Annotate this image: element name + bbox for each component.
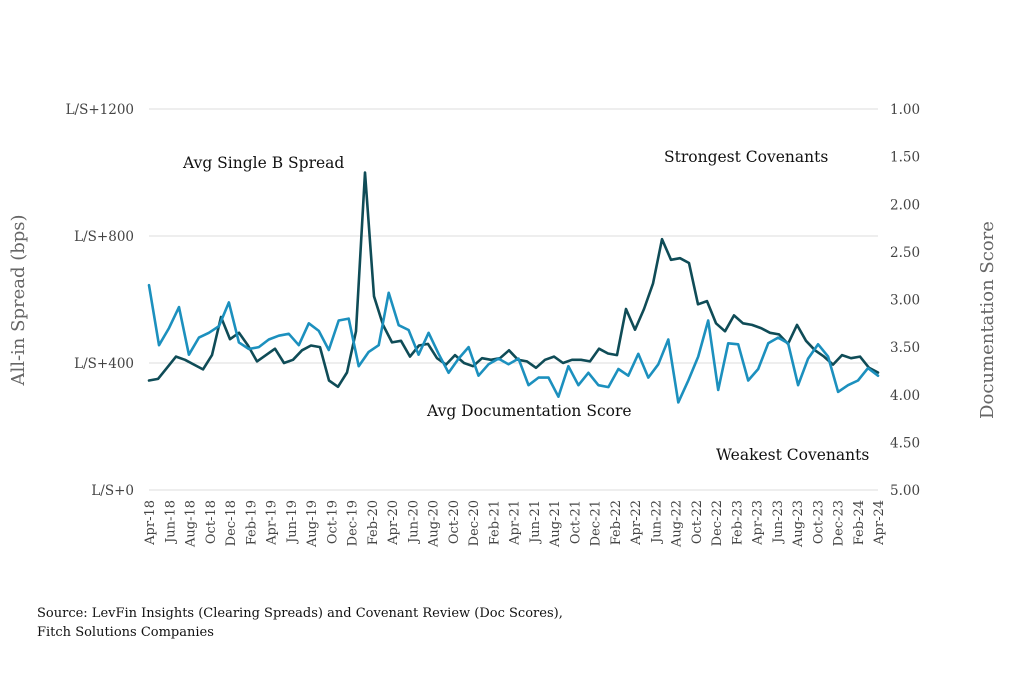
right-tick-label: 3.00 xyxy=(890,293,920,309)
gridlines xyxy=(149,108,878,491)
series-line-single-b-spread xyxy=(147,171,880,389)
right-tick-label: 2.50 xyxy=(890,245,920,261)
x-tick-label: Feb-23 xyxy=(730,500,745,545)
left-tick-label: L/S+0 xyxy=(91,483,134,499)
x-tick-label: Apr-18 xyxy=(143,500,158,546)
annotation-avg-single-b-spread: Avg Single B Spread xyxy=(182,154,344,172)
x-tick-label: Oct-20 xyxy=(447,500,462,544)
left-tick-label: L/S+1200 xyxy=(66,102,134,118)
x-tick-label: Dec-19 xyxy=(346,500,361,546)
right-tick-label: 2.00 xyxy=(890,197,920,213)
left-axis-ticks: L/S+0 L/S+400 L/S+800 L/S+1200 xyxy=(66,102,134,499)
x-tick-label: Jun-19 xyxy=(285,500,300,545)
x-tick-label: Apr-23 xyxy=(751,500,766,546)
x-tick-label: Dec-21 xyxy=(589,500,604,546)
annotation-avg-documentation-score: Avg Documentation Score xyxy=(426,402,632,420)
x-tick-label: Aug-20 xyxy=(427,500,442,548)
x-tick-label: Aug-19 xyxy=(305,500,320,548)
x-tick-label: Apr-22 xyxy=(629,500,644,546)
x-tick-label: Feb-19 xyxy=(244,500,259,545)
right-tick-label: 5.00 xyxy=(890,483,920,499)
series-line-documentation-score xyxy=(147,283,880,404)
x-tick-label: Apr-24 xyxy=(872,500,887,546)
x-tick-label: Jun-23 xyxy=(771,500,786,545)
x-tick-label: Oct-19 xyxy=(325,500,340,544)
x-tick-label: Jun-20 xyxy=(406,500,421,545)
x-tick-label: Aug-18 xyxy=(184,500,199,548)
right-tick-label: 4.00 xyxy=(890,388,920,404)
x-tick-label: Jun-22 xyxy=(649,500,664,545)
source-note: Source: LevFin Insights (Clearing Spread… xyxy=(37,604,597,642)
source-line-1: Source: LevFin Insights (Clearing Spread… xyxy=(37,606,563,621)
x-tick-label: Jun-21 xyxy=(528,500,543,545)
left-tick-label: L/S+400 xyxy=(74,356,134,372)
x-tick-label: Feb-20 xyxy=(366,500,381,545)
x-tick-label: Feb-24 xyxy=(852,500,867,545)
x-tick-label: Jun-18 xyxy=(163,500,178,545)
right-tick-label: 4.50 xyxy=(890,435,920,451)
x-tick-label: Dec-18 xyxy=(224,500,239,546)
right-tick-label: 3.50 xyxy=(890,340,920,356)
x-tick-label: Feb-21 xyxy=(487,500,502,545)
x-tick-label: Apr-19 xyxy=(265,500,280,546)
x-tick-label: Oct-22 xyxy=(690,500,705,544)
x-tick-label: Aug-22 xyxy=(670,500,685,548)
right-axis-title: Documentation Score xyxy=(977,221,998,419)
left-axis-title: All-in Spread (bps) xyxy=(8,214,29,386)
x-tick-label: Dec-20 xyxy=(467,500,482,546)
right-axis-ticks: 1.00 1.50 2.00 2.50 3.00 3.50 4.00 4.50 5.00 xyxy=(890,102,920,499)
x-tick-label: Apr-21 xyxy=(508,500,523,546)
left-tick-label: L/S+800 xyxy=(74,229,134,245)
x-tick-label: Oct-18 xyxy=(204,500,219,544)
annotation-strongest-covenants: Strongest Covenants xyxy=(664,148,828,166)
x-tick-label: Oct-21 xyxy=(568,500,583,544)
right-tick-label: 1.00 xyxy=(890,102,920,118)
annotation-weakest-covenants: Weakest Covenants xyxy=(716,446,869,464)
source-line-2: Fitch Solutions Companies xyxy=(37,625,214,640)
x-tick-label: Oct-23 xyxy=(811,500,826,544)
x-tick-label: Dec-22 xyxy=(710,500,725,546)
chart: L/S+0 L/S+400 L/S+800 L/S+1200 1.00 1.50 2.00… xyxy=(8,102,998,548)
x-tick-label: Dec-23 xyxy=(832,500,847,546)
x-tick-label: Aug-23 xyxy=(791,500,806,548)
right-tick-label: 1.50 xyxy=(890,150,920,166)
x-tick-label: Feb-22 xyxy=(609,500,624,545)
x-axis-ticks: Apr-18 Jun-18 Aug-18 Oct-18 Dec-18 Feb-19 Apr-… xyxy=(143,500,887,548)
series-lines xyxy=(147,171,880,404)
x-tick-label: Aug-21 xyxy=(548,500,563,548)
x-tick-label: Apr-20 xyxy=(386,500,401,546)
